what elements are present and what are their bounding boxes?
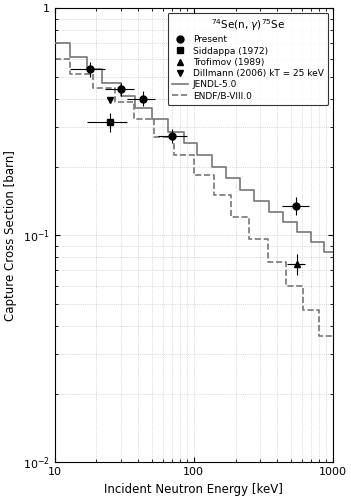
ENDF/B-VIII.0: [317, 307, 322, 313]
JENDL-5.0: [210, 164, 214, 170]
JENDL-5.0: [150, 104, 154, 110]
ENDF/B-VIII.0: [91, 85, 95, 91]
JENDL-5.0: [322, 250, 326, 256]
ENDF/B-VIII.0: [132, 100, 136, 105]
ENDF/B-VIII.0: [266, 260, 270, 266]
ENDF/B-VIII.0: [229, 214, 233, 220]
JENDL-5.0: [322, 240, 326, 246]
ENDF/B-VIII.0: [68, 70, 73, 76]
ENDF/B-VIII.0: [172, 134, 176, 140]
JENDL-5.0: [266, 198, 271, 203]
JENDL-5.0: [85, 54, 89, 60]
ENDF/B-VIII.0: [132, 116, 136, 122]
ENDF/B-VIII.0: [53, 56, 57, 62]
ENDF/B-VIII.0: [212, 192, 216, 198]
ENDF/B-VIII.0: [301, 307, 305, 313]
JENDL-5.0: [252, 198, 256, 203]
ENDF/B-VIII.0: [247, 236, 251, 242]
JENDL-5.0: [133, 93, 137, 99]
JENDL-5.0: [182, 140, 186, 146]
JENDL-5.0: [224, 164, 228, 170]
Y-axis label: Capture Cross Section [barn]: Capture Cross Section [barn]: [4, 150, 17, 320]
JENDL-5.0: [238, 176, 242, 182]
ENDF/B-VIII.0: [284, 282, 288, 288]
JENDL-5.0: [194, 152, 199, 158]
ENDF/B-VIII.0: [212, 172, 216, 177]
JENDL-5.0: [133, 104, 137, 110]
JENDL-5.0: [194, 140, 199, 146]
ENDF/B-VIII.0: [266, 236, 270, 242]
ENDF/B-VIII.0: [152, 116, 156, 122]
ENDF/B-VIII.0: [301, 282, 305, 288]
ENDF/B-VIII.0: [247, 214, 251, 220]
JENDL-5.0: [68, 54, 73, 60]
ENDF/B-VIII.0: [331, 333, 335, 339]
JENDL-5.0: [281, 208, 285, 214]
X-axis label: Incident Neutron Energy [keV]: Incident Neutron Energy [keV]: [104, 483, 283, 496]
JENDL-5.0: [238, 187, 242, 193]
ENDF/B-VIII.0: [229, 192, 233, 198]
ENDF/B-VIII.0: [192, 152, 196, 158]
JENDL-5.0: [100, 80, 104, 86]
JENDL-5.0: [68, 40, 73, 46]
JENDL-5.0: [294, 230, 299, 235]
JENDL-5.0: [166, 129, 170, 135]
JENDL-5.0: [210, 152, 214, 158]
ENDF/B-VIII.0: [317, 333, 322, 339]
ENDF/B-VIII.0: [152, 134, 156, 140]
JENDL-5.0: [100, 66, 104, 72]
JENDL-5.0: [85, 66, 89, 72]
ENDF/B-VIII.0: [113, 85, 117, 91]
JENDL-5.0: [182, 129, 186, 135]
ENDF/B-VIII.0: [284, 260, 288, 266]
ENDF/B-VIII.0: [68, 56, 73, 62]
Legend: Present, Siddappa (1972), Trofimov (1989), Dillmann (2006) kT = 25 keV, JENDL-5.: Present, Siddappa (1972), Trofimov (1989…: [168, 12, 328, 105]
JENDL-5.0: [331, 250, 335, 256]
ENDF/B-VIII.0: [113, 100, 117, 105]
JENDL-5.0: [252, 187, 256, 193]
JENDL-5.0: [224, 176, 228, 182]
JENDL-5.0: [294, 220, 299, 226]
JENDL-5.0: [53, 40, 57, 46]
Line: ENDF/B-VIII.0: ENDF/B-VIII.0: [55, 60, 333, 336]
ENDF/B-VIII.0: [91, 70, 95, 76]
JENDL-5.0: [119, 93, 123, 99]
JENDL-5.0: [309, 240, 313, 246]
JENDL-5.0: [266, 208, 271, 214]
JENDL-5.0: [119, 80, 123, 86]
JENDL-5.0: [281, 220, 285, 226]
Line: JENDL-5.0: JENDL-5.0: [55, 44, 333, 253]
JENDL-5.0: [309, 230, 313, 235]
JENDL-5.0: [150, 116, 154, 122]
ENDF/B-VIII.0: [172, 152, 176, 158]
JENDL-5.0: [166, 116, 170, 122]
ENDF/B-VIII.0: [192, 172, 196, 177]
